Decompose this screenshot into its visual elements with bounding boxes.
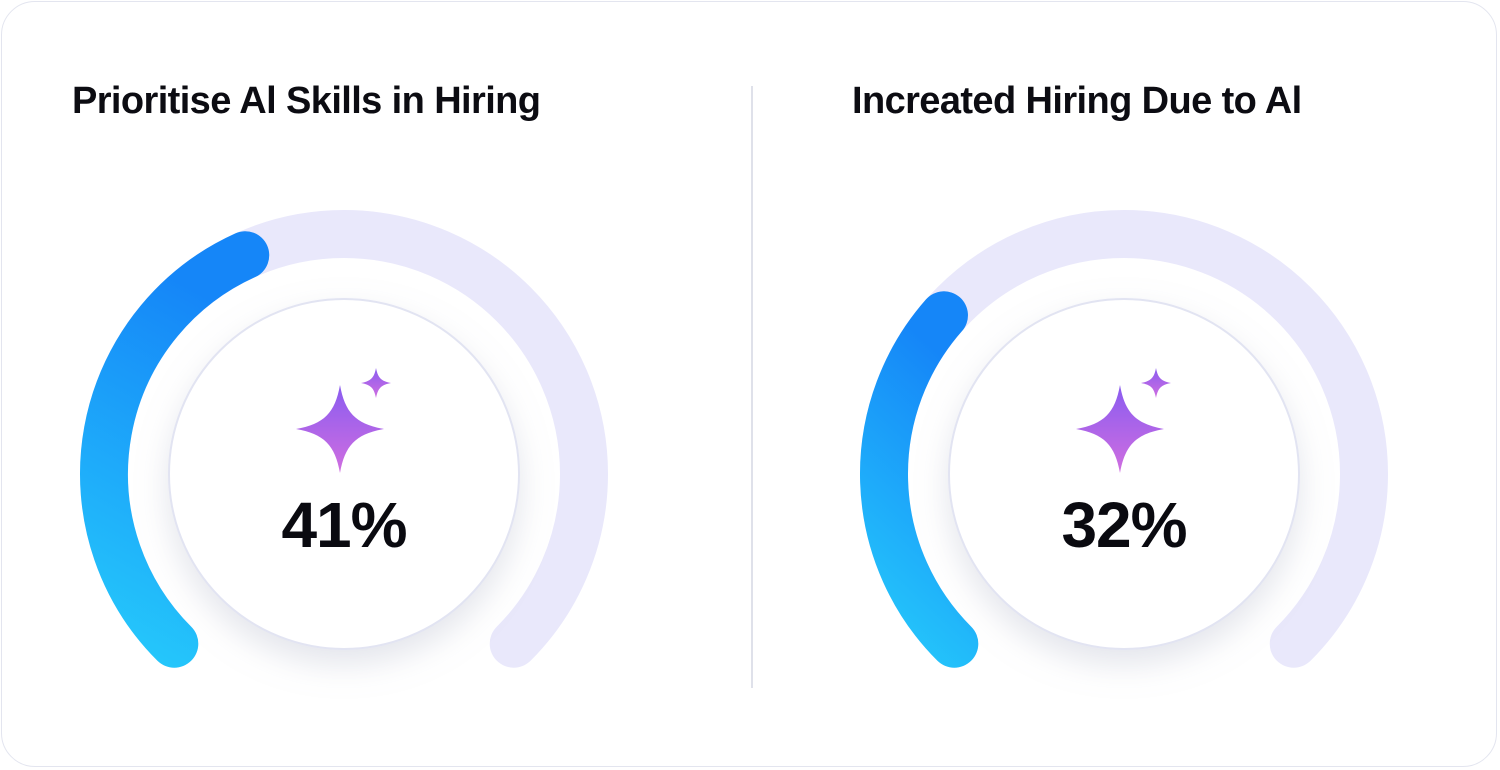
gauge-progress-left: [80, 231, 270, 668]
gauge-title-right: Increated Hiring Due to Al: [852, 80, 1302, 122]
gauge-title-left: Prioritise Al Skills in Hiring: [72, 80, 541, 122]
sparkle-icon: [296, 368, 391, 473]
gauge-center-right: [948, 298, 1300, 650]
gauge-right: [860, 210, 1388, 668]
gauge-value-right: 32%: [1061, 489, 1187, 561]
gauge-progress-right: [860, 291, 979, 668]
panel-divider: [751, 86, 753, 688]
gauge-left: [80, 210, 608, 668]
gauge-center-left: [168, 298, 520, 650]
gauge-value-left: 41%: [281, 489, 407, 561]
sparkle-icon: [1076, 368, 1171, 473]
